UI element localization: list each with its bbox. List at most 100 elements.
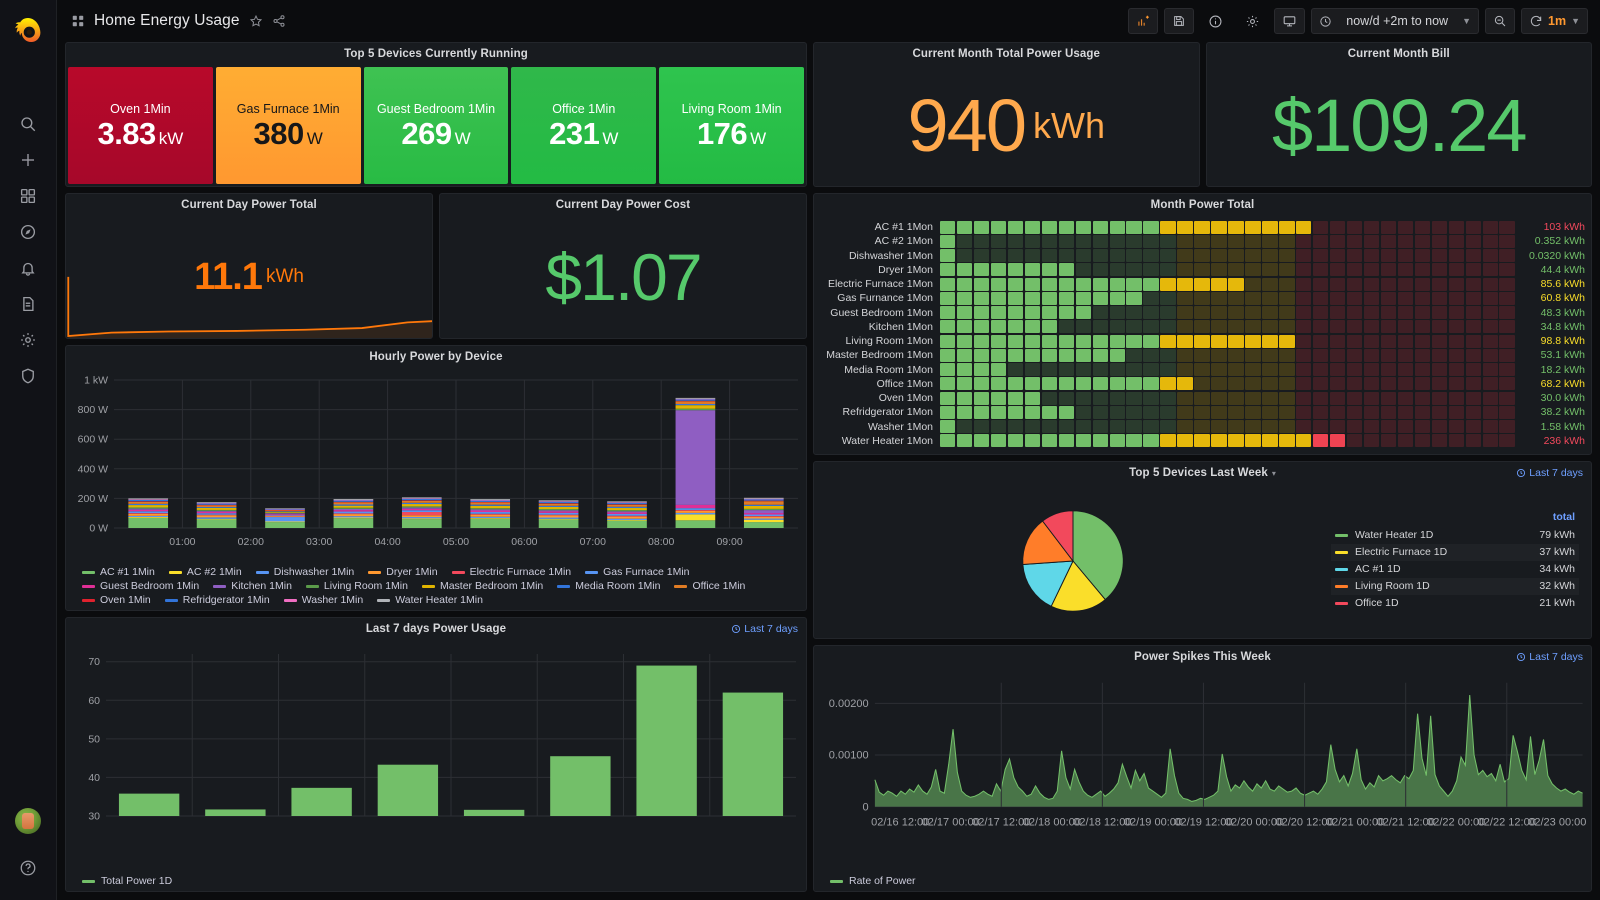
legend-item[interactable]: Media Room 1Min	[557, 580, 660, 592]
stat-cell[interactable]: Oven 1Min 3.83 kW	[68, 67, 213, 184]
bargauge-cell	[1296, 220, 1312, 234]
pie-legend-row[interactable]: Living Room 1D 32 kWh	[1331, 577, 1579, 595]
legend-label: Washer 1Min	[301, 594, 364, 606]
sidebar-item-reporting[interactable]	[10, 286, 46, 322]
help-icon[interactable]	[10, 850, 46, 886]
stat-cell[interactable]: Gas Furnace 1Min 380 W	[215, 67, 361, 184]
time-range-picker[interactable]: now/d +2m to now ▼	[1311, 8, 1479, 34]
sidebar-item-dashboards[interactable]	[10, 178, 46, 214]
bargauge-cell	[1465, 249, 1481, 263]
legend-item[interactable]: Master Bedroom 1Min	[421, 580, 543, 592]
pie-legend-row[interactable]: Water Heater 1D 79 kWh	[1331, 527, 1579, 544]
panel-body: Oven 1Min 3.83 kW Gas Furnace 1Min 380 W Guest…	[66, 65, 806, 186]
bargauge-cell	[1279, 391, 1295, 405]
stat-cell[interactable]: Office 1Min 231 W	[511, 67, 657, 184]
panel-header: Current Month Bill	[1207, 43, 1592, 65]
pie-legend-row[interactable]: AC #1 1D 34 kWh	[1331, 561, 1579, 578]
refresh-button[interactable]: 1m ▼	[1521, 8, 1588, 34]
legend-item[interactable]: Living Room 1Min	[305, 580, 408, 592]
zoom-out-time-button[interactable]	[1485, 8, 1515, 34]
sidebar-item-configuration[interactable]	[10, 322, 46, 358]
legend-item[interactable]: AC #2 1Min	[168, 566, 242, 578]
chart-legend: Rate of Power	[814, 873, 1591, 891]
dashboard-toolbar: Home Energy Usage	[57, 0, 1600, 42]
star-icon[interactable]	[249, 14, 263, 28]
bargauge-cell	[1211, 348, 1227, 362]
grafana-logo-icon[interactable]	[12, 16, 44, 48]
panel-time-badge[interactable]: Last 7 days	[1516, 467, 1583, 479]
stat-cell-value-row: 176 W	[697, 118, 766, 149]
stat-value-wrap: 11.1 kWh	[66, 216, 432, 338]
bargauge-cell	[1160, 363, 1176, 377]
bargauge-cell	[1160, 277, 1176, 291]
panel-current-day-power-total: Current Day Power Total 11.1 kWh	[65, 193, 433, 339]
sidebar-item-create[interactable]	[10, 142, 46, 178]
dashboard-info-button[interactable]	[1200, 8, 1231, 34]
sidebar-item-explore[interactable]	[10, 214, 46, 250]
bargauge-cell	[1109, 434, 1125, 448]
legend-item[interactable]: Oven 1Min	[82, 594, 151, 606]
legend-item[interactable]: Washer 1Min	[283, 594, 364, 606]
bargauge-cell	[1160, 377, 1176, 391]
bargauge-cell	[1160, 306, 1176, 320]
bargauge-cell	[1499, 234, 1515, 248]
panel-time-badge[interactable]: Last 7 days	[1516, 651, 1583, 663]
stat-cell-unit: W	[602, 129, 619, 148]
bargauge-cell	[1414, 334, 1431, 348]
bargauge-cell	[1177, 434, 1193, 448]
bargauge-cell	[1262, 234, 1278, 248]
bargauge-cell	[1194, 363, 1210, 377]
legend-item[interactable]: Office 1Min	[674, 580, 745, 592]
bargauge-cell	[1143, 391, 1159, 405]
pie-legend-row[interactable]: Office 1D 21 kWh	[1331, 595, 1579, 612]
legend-item[interactable]: Gas Furnace 1Min	[585, 566, 690, 578]
legend-item[interactable]: Water Heater 1Min	[377, 594, 483, 606]
bargauge-cell	[1431, 391, 1448, 405]
svg-text:400 W: 400 W	[78, 463, 108, 475]
bargauge-label: Living Room 1Mon	[845, 335, 933, 348]
pie-legend-row[interactable]: Electric Furnace 1D 37 kWh	[1331, 543, 1579, 561]
sidebar-item-alerting[interactable]	[10, 250, 46, 286]
sidebar-item-server-admin[interactable]	[10, 358, 46, 394]
svg-text:800 W: 800 W	[78, 404, 108, 416]
bargauge-cell	[1211, 277, 1227, 291]
panel-time-badge[interactable]: Last 7 days	[731, 623, 798, 635]
sidebar-item-search[interactable]	[10, 106, 46, 142]
bargauge-cell	[1143, 220, 1159, 234]
stat-cell[interactable]: Guest Bedroom 1Min 269 W	[363, 67, 509, 184]
panel-title: Current Month Bill	[1347, 48, 1450, 60]
bargauge-track	[940, 334, 1515, 348]
legend-item[interactable]: Dryer 1Min	[368, 566, 438, 578]
avatar[interactable]	[15, 808, 41, 834]
stat-cell[interactable]: Living Room 1Min 176 W	[659, 67, 804, 184]
share-icon[interactable]	[272, 14, 286, 28]
legend-item[interactable]: Refridgerator 1Min	[164, 594, 270, 606]
legend-item[interactable]: Electric Furnace 1Min	[451, 566, 571, 578]
bargauge-cell	[1397, 377, 1414, 391]
bargauge-cell	[1448, 277, 1465, 291]
bargauge-cell	[1126, 348, 1142, 362]
bargauge-label: AC #2 1Mon	[874, 235, 933, 248]
bargauge-cell	[1448, 348, 1465, 362]
svg-text:0 W: 0 W	[89, 523, 108, 535]
svg-text:60: 60	[88, 695, 100, 707]
right-column: Current Month Total Power Usage 940 kWh …	[813, 42, 1592, 892]
bargauge-cell	[1075, 320, 1092, 334]
bargauge-cell	[1245, 220, 1261, 234]
legend-item[interactable]: Guest Bedroom 1Min	[82, 580, 199, 592]
bargauge-cell	[1363, 434, 1380, 448]
chevron-down-icon[interactable]: ▾	[1271, 468, 1276, 478]
legend-swatch	[674, 584, 688, 588]
legend-item[interactable]: Dishwasher 1Min	[255, 566, 354, 578]
bargauge-row: AC #2 1Mon 0.352 kWh	[818, 234, 1585, 248]
bargauge-track	[940, 263, 1515, 277]
tv-kiosk-button[interactable]	[1274, 8, 1306, 34]
legend-item[interactable]: Kitchen 1Min	[213, 580, 292, 592]
bargauge-cell	[973, 263, 990, 277]
legend-item[interactable]: AC #1 1Min	[82, 566, 155, 578]
dashboard-settings-button[interactable]	[1237, 8, 1268, 34]
add-panel-button[interactable]	[1128, 8, 1159, 34]
stat-cell-name: Gas Furnace 1Min	[236, 102, 340, 116]
save-dashboard-button[interactable]	[1164, 8, 1195, 34]
bargauge-track	[940, 420, 1515, 434]
